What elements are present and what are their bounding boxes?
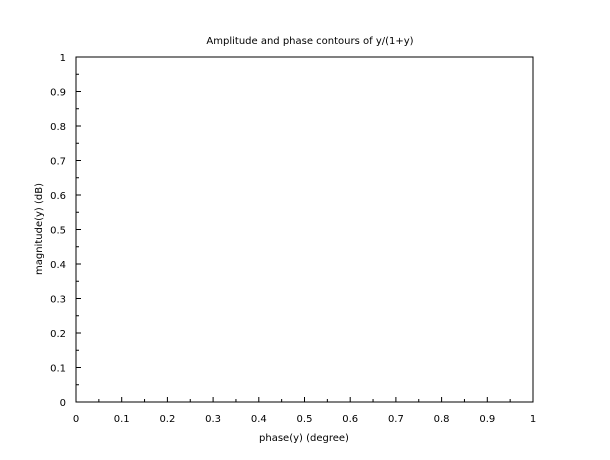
x-tick-label: 0.9 (479, 414, 495, 425)
y-tick-label: 0.4 (50, 260, 66, 271)
x-tick-label: 0.2 (159, 414, 175, 425)
y-axis-ticks: 0 0.1 0.2 0.3 0.4 0.5 0.6 0.7 0.8 0.9 1 (50, 53, 81, 409)
y-tick-label: 0.1 (50, 364, 66, 375)
y-axis-label: magnitude(y) (dB) (34, 183, 45, 275)
y-tick-label: 0 (60, 398, 66, 409)
chart-title: Amplitude and phase contours of y/(1+y) (206, 36, 413, 47)
x-tick-label: 0.6 (342, 414, 358, 425)
y-tick-label: 0.5 (50, 226, 66, 237)
y-tick-label: 0.3 (50, 295, 66, 306)
x-tick-label: 0.3 (205, 414, 221, 425)
x-tick-label: 0.4 (251, 414, 267, 425)
y-tick-label: 0.9 (50, 88, 66, 99)
x-axis-ticks: 0 0.1 0.2 0.3 0.4 0.5 0.6 0.7 0.8 0.9 1 (73, 397, 536, 425)
plot-frame (75, 56, 534, 403)
x-tick-label: 1 (530, 414, 536, 425)
x-tick-label: 0 (73, 414, 79, 425)
x-axis-label: phase(y) (degree) (259, 433, 349, 444)
y-tick-label: 0.8 (50, 122, 66, 133)
x-tick-label: 0.5 (297, 414, 313, 425)
y-tick-label: 0.6 (50, 191, 66, 202)
y-tick-label: 0.2 (50, 329, 66, 340)
y-tick-label: 0.7 (50, 157, 66, 168)
x-tick-label: 0.7 (388, 414, 404, 425)
x-tick-label: 0.1 (114, 414, 130, 425)
x-tick-label: 0.8 (434, 414, 450, 425)
y-tick-label: 1 (60, 53, 66, 64)
